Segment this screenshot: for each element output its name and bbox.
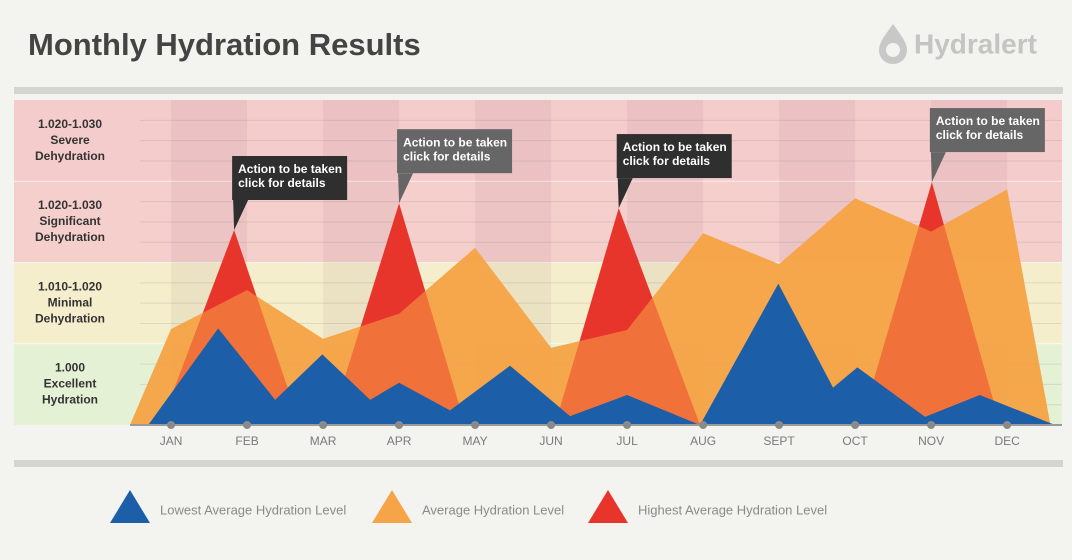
plot: 1.000 Excellent Hydration 1.010-1.020 Minima… xyxy=(14,100,1062,448)
callout-text: click for details xyxy=(238,176,326,190)
callout-box xyxy=(616,134,732,179)
x-tick xyxy=(471,421,480,429)
x-tick-label: JAN xyxy=(160,434,183,448)
logo-ring xyxy=(886,43,900,57)
x-tick-label: OCT xyxy=(842,434,868,448)
callout-pointer xyxy=(930,152,946,183)
callout-box xyxy=(232,156,348,200)
legend-swatch xyxy=(372,490,412,523)
bottom-rule xyxy=(14,460,1063,467)
callout-text: click for details xyxy=(403,149,491,163)
x-tick-label: MAY xyxy=(463,434,488,448)
x-tick-label: NOV xyxy=(918,434,944,448)
brand-name: Hydralert xyxy=(914,28,1037,59)
x-tick-label: DEC xyxy=(994,434,1020,448)
band-label: Minimal xyxy=(48,295,93,309)
x-tick-label: APR xyxy=(387,434,412,448)
x-tick-label: SEPT xyxy=(763,434,795,448)
band-label: 1.000 xyxy=(55,361,85,375)
x-tick-label: MAR xyxy=(310,434,337,448)
callout-text: click for details xyxy=(936,128,1024,142)
x-tick-label: FEB xyxy=(235,434,258,448)
band-label: Dehydration xyxy=(35,230,105,244)
x-tick xyxy=(1003,421,1012,429)
band-label: Hydration xyxy=(42,393,98,407)
band-label: Dehydration xyxy=(35,311,105,325)
x-tick xyxy=(547,421,556,429)
callout-box xyxy=(397,129,513,174)
band-label: Excellent xyxy=(44,377,97,391)
band xyxy=(14,100,1062,182)
chart-title: Monthly Hydration Results xyxy=(28,27,421,62)
x-tick-label: AUG xyxy=(690,434,716,448)
x-tick xyxy=(775,421,784,429)
legend-label: Lowest Average Hydration Level xyxy=(160,502,346,517)
legend-label: Highest Average Hydration Level xyxy=(638,502,827,517)
callout-box xyxy=(929,108,1045,153)
x-tick xyxy=(623,421,632,429)
callout-text: Action to be taken xyxy=(403,135,507,149)
x-tick xyxy=(395,421,404,429)
band-label: Significant xyxy=(39,214,100,228)
logo: Hydralert xyxy=(879,24,1037,64)
x-tick xyxy=(927,421,936,429)
band-label: Severe xyxy=(50,133,90,147)
x-tick xyxy=(319,421,328,429)
legend-swatch xyxy=(588,490,628,523)
callout-pointer xyxy=(233,200,249,230)
x-tick-label: JUL xyxy=(616,434,638,448)
x-tick xyxy=(699,421,708,429)
callout-text: Action to be taken xyxy=(936,114,1040,128)
band-label: 1.020-1.030 xyxy=(38,198,102,212)
callout-pointer xyxy=(398,173,414,204)
legend-label: Average Hydration Level xyxy=(422,502,564,517)
area xyxy=(148,283,1055,425)
callout-text: click for details xyxy=(623,154,711,168)
callout-pointer xyxy=(617,178,633,209)
band-label: Dehydration xyxy=(35,149,105,163)
top-rule xyxy=(14,87,1063,94)
band-label: 1.010-1.020 xyxy=(38,279,102,293)
x-tick xyxy=(243,421,252,429)
band-label: 1.020-1.030 xyxy=(38,117,102,131)
legend-swatch xyxy=(110,490,150,523)
x-tick xyxy=(851,421,860,429)
callout-text: Action to be taken xyxy=(623,140,727,154)
x-tick xyxy=(167,421,176,429)
x-tick-label: JUN xyxy=(539,434,562,448)
callout-text: Action to be taken xyxy=(238,162,342,176)
